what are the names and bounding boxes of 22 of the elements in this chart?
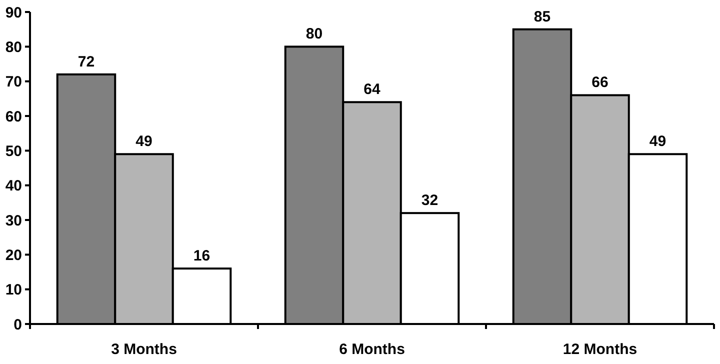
data-label: 64 — [364, 81, 381, 98]
data-label: 80 — [306, 26, 323, 43]
y-tick-label: 30 — [5, 212, 22, 230]
x-tick-label: 12 Months — [562, 341, 638, 358]
data-label: 16 — [193, 248, 210, 265]
y-tick-label: 80 — [5, 38, 22, 56]
x-tick-label: 3 Months — [111, 341, 177, 358]
y-tick-label: 10 — [5, 282, 22, 299]
y-tick-label: 40 — [5, 178, 22, 195]
data-label: 49 — [649, 133, 666, 150]
data-label: 32 — [421, 192, 438, 210]
data-label: 72 — [78, 53, 95, 70]
data-label: 49 — [136, 133, 152, 150]
data-label: 85 — [534, 8, 551, 26]
y-tick-label: 0 — [14, 316, 22, 334]
data-label: 66 — [592, 74, 608, 92]
y-tick-label: 90 — [5, 4, 22, 22]
y-tick-label: 60 — [5, 108, 22, 126]
y-tick-label: 50 — [5, 142, 22, 160]
y-tick-label: 20 — [5, 246, 22, 264]
x-tick-label: 6 Months — [339, 341, 405, 358]
y-tick-label: 70 — [5, 74, 22, 91]
